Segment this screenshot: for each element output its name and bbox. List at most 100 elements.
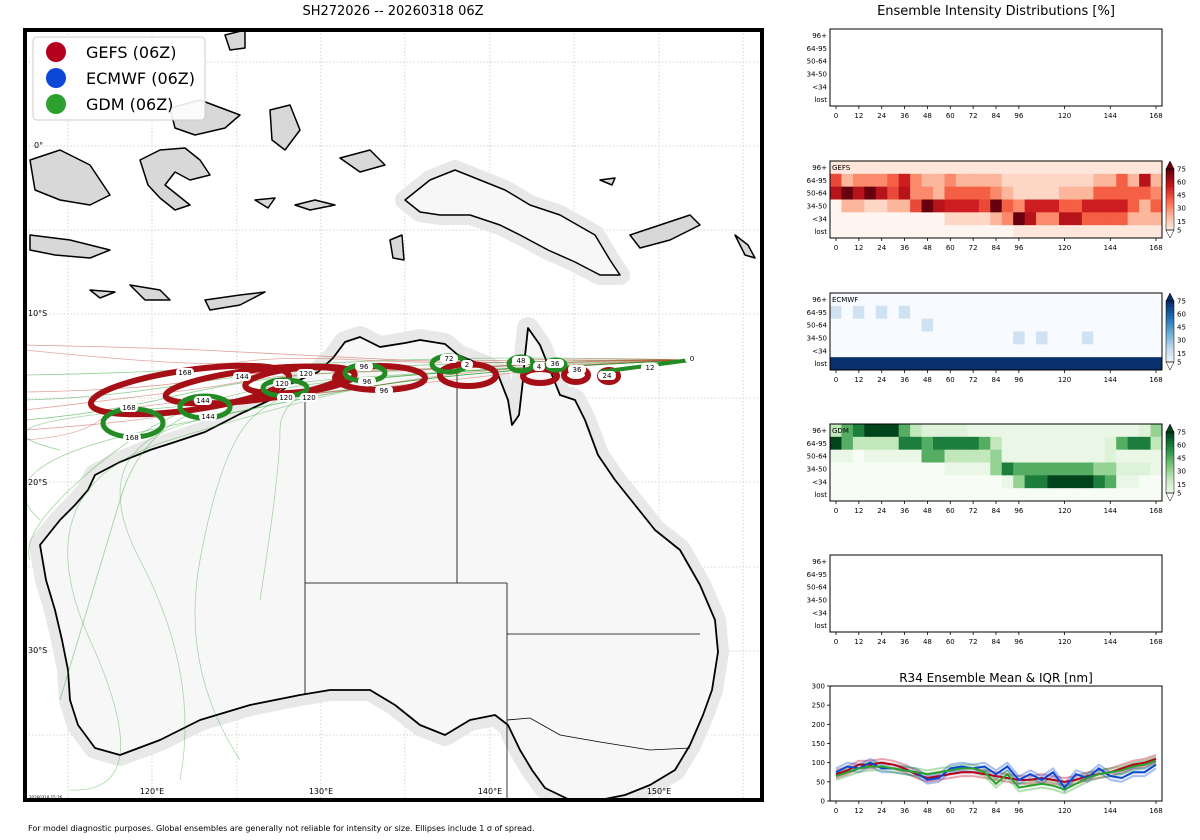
x-tick-label: 120 [1058, 807, 1071, 815]
heatmap-cell [1013, 344, 1026, 358]
x-tick-label: 96 [1014, 376, 1023, 384]
heatmap-cell [1150, 293, 1163, 307]
heatmap-cell [1127, 475, 1140, 489]
islands [29, 30, 756, 311]
heatmap-cell [841, 462, 854, 476]
r34-iqr-band [836, 754, 1156, 787]
heatmap-cell [1070, 186, 1083, 200]
heatmap-cell [944, 173, 957, 188]
heatmap-cell [1047, 436, 1060, 451]
colorbar-frame [1165, 168, 1175, 231]
heatmap-cell [1047, 161, 1060, 175]
x-tick-label: 144 [1104, 244, 1118, 252]
heatmap-cell [1139, 488, 1152, 502]
lat-label: 0° [34, 141, 43, 150]
heatmap-cell [1047, 305, 1060, 320]
colorbar-segment [1166, 477, 1174, 482]
heatmap-cell [852, 331, 865, 345]
heatmap-cell [1058, 331, 1071, 345]
heatmap-cell [1139, 173, 1152, 188]
heatmap-cell [921, 449, 934, 463]
row-label: 96+ [812, 427, 827, 435]
heatmap-cell [898, 475, 911, 489]
heatmap-cell [864, 331, 877, 345]
row-label: lost [814, 228, 827, 236]
hour-labels: 168 144 120 96 72 24 36 168 144 144 168 … [120, 354, 699, 442]
x-tick-label: 60 [946, 244, 955, 252]
heatmap-cell [887, 173, 900, 188]
legend-marker-ecmwf [46, 68, 66, 88]
heatmap-cell [852, 318, 865, 332]
heatmap-cell [830, 212, 842, 226]
lon-label: 120°E [140, 787, 164, 796]
gefs-hour-label: 72 [445, 355, 454, 363]
heatmap-cell [1024, 436, 1037, 451]
colorbar-frame [1165, 300, 1175, 363]
gefs-hour-label: 36 [573, 366, 582, 374]
heatmap-cell [898, 488, 911, 502]
heatmap-cell [852, 424, 865, 438]
heatmap-cell [978, 424, 991, 438]
heatmap-cell [1013, 449, 1026, 463]
x-tick-label: 72 [969, 376, 978, 384]
heatmap-cell [1070, 199, 1083, 213]
heatmap-cell [1036, 344, 1049, 358]
heatmap-cell [944, 475, 957, 489]
heatmap-cell [1013, 199, 1026, 213]
heatmap-cell [990, 212, 1003, 226]
gdm-hour-label: 2 [465, 361, 469, 369]
colorbar-segment [1166, 456, 1174, 460]
heatmap-cell [898, 424, 911, 438]
heatmap-cell [1070, 475, 1083, 489]
heatmap-cell [1093, 357, 1106, 371]
heatmap-cell [967, 488, 980, 502]
heatmap-cell [852, 357, 865, 371]
heatmap-cell [1116, 462, 1129, 476]
colorbar-arrow-top [1165, 292, 1175, 302]
row-label: 64-95 [807, 177, 827, 185]
heatmap-cell [841, 488, 854, 502]
heatmap-cell [990, 357, 1003, 371]
x-tick-label: 12 [854, 244, 863, 252]
row-label: 96+ [812, 32, 827, 40]
heatmap-cell [990, 161, 1003, 175]
heatmap-cell [1024, 449, 1037, 463]
colorbar-tick-label: 30 [1177, 468, 1186, 476]
heatmap-cell [967, 357, 980, 371]
heatmap-cell [864, 449, 877, 463]
heatmap-cell [841, 449, 854, 463]
heatmap-cell [933, 305, 945, 320]
colorbar-segment [1166, 352, 1174, 357]
heatmap-cell [990, 436, 1003, 451]
heatmap-cell [841, 318, 854, 332]
row-label: 96+ [812, 296, 827, 304]
colorbar-tick-label: 30 [1177, 337, 1186, 345]
heatmap-cell [1104, 424, 1117, 438]
colorbar-arrow-bottom [1165, 492, 1175, 502]
row-label: <34 [812, 478, 827, 486]
y-tick-label: 200 [812, 721, 825, 729]
x-tick-label: 96 [1014, 507, 1023, 515]
heatmap-cell [1024, 173, 1037, 188]
heatmap-cell [955, 436, 968, 451]
heatmap-cell [1150, 212, 1163, 226]
row-label: lost [814, 96, 827, 104]
colorbar-segment [1166, 307, 1174, 311]
heatmap-cell [841, 305, 854, 320]
colorbar-segment [1166, 486, 1174, 491]
heatmap-cell [841, 186, 854, 200]
heatmap-cell [1001, 462, 1014, 476]
row-label: 34-50 [807, 70, 827, 78]
map-frame [23, 28, 764, 802]
heatmap-cell [1001, 475, 1014, 489]
gdm-hour-label: 96 [360, 363, 369, 371]
heatmap-cell [1150, 186, 1163, 200]
heatmap-cell [933, 161, 945, 175]
colorbar-segment [1166, 211, 1174, 216]
heatmap-cell [910, 424, 923, 438]
heatmap-cell [1024, 199, 1037, 213]
intensity-panel: GDM 75 60 45 30 155 96+ 64-95 50-64 34-50 <34 lost 0… [807, 423, 1186, 515]
heatmap-cell [933, 462, 945, 476]
heatmap-cell [933, 186, 945, 200]
heatmap-cell [1093, 318, 1106, 332]
